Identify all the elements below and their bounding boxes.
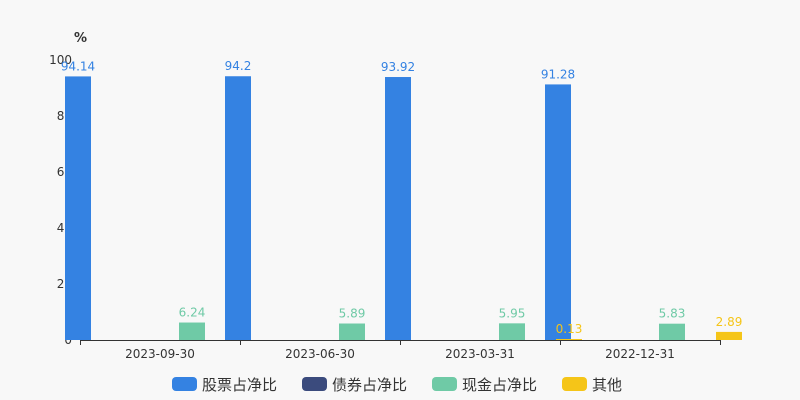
bar (385, 77, 411, 341)
legend-label: 股票占净比 (202, 376, 277, 394)
data-label: 94.2 (225, 59, 252, 73)
x-tick-label: 2023-03-31 (445, 347, 515, 361)
data-label: 5.89 (339, 307, 366, 321)
bar (65, 76, 91, 341)
legend-item: 债券占净比 (302, 376, 407, 394)
legend-swatch (302, 377, 327, 391)
legend-label: 其他 (592, 376, 622, 394)
legend-swatch (172, 377, 197, 391)
legend-swatch (562, 377, 587, 391)
bar-layer (65, 76, 742, 341)
bar (339, 323, 365, 340)
data-label: 94.14 (61, 59, 95, 73)
data-label: 93.92 (381, 60, 415, 74)
bar (499, 323, 525, 340)
legend-label: 债券占净比 (332, 376, 407, 394)
data-label: 5.95 (499, 306, 526, 320)
data-label-layer: 94.14 94.2 93.92 91.28 6.24 5.89 5.95 5.83 0.13 2… (61, 59, 743, 336)
data-label: 6.24 (179, 306, 206, 320)
legend-item: 现金占净比 (432, 376, 537, 394)
legend-item: 其他 (562, 376, 622, 394)
data-label: 2.89 (716, 315, 743, 329)
bar (545, 84, 571, 340)
x-tick-label: 2023-09-30 (125, 347, 195, 361)
axis-layer: %0204060801002023-09-302023-06-302023-03… (49, 31, 721, 361)
data-label: 5.83 (659, 307, 686, 321)
x-tick-label: 2022-12-31 (605, 347, 675, 361)
data-label: 91.28 (541, 67, 575, 81)
legend-label: 现金占净比 (462, 376, 537, 394)
bar (659, 323, 685, 340)
x-tick-label: 2023-06-30 (285, 347, 355, 361)
bar (225, 76, 251, 341)
data-label: 0.13 (556, 322, 583, 336)
bar (179, 322, 205, 340)
legend: 股票占净比 债券占净比 现金占净比 其他 (172, 376, 622, 394)
legend-item: 股票占净比 (172, 376, 277, 394)
y-axis-unit-label: % (74, 31, 87, 46)
legend-swatch (432, 377, 457, 391)
bar (716, 331, 742, 340)
bar (556, 339, 582, 340)
y-tick-label: 100 (49, 53, 72, 67)
